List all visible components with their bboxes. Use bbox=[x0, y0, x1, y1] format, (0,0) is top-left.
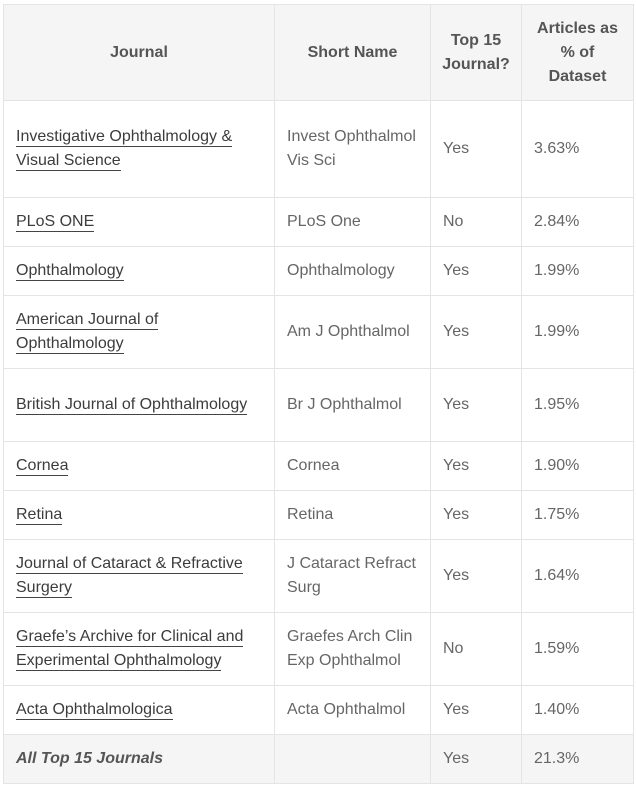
top15-cell: Yes bbox=[430, 490, 522, 540]
journal-cell: Acta Ophthalmologica bbox=[3, 685, 275, 735]
top15-cell: Yes bbox=[430, 685, 522, 735]
short-name-cell: Am J Ophthalmol bbox=[274, 295, 431, 369]
table-header-row: Journal Short Name Top 15 Journal? Artic… bbox=[3, 4, 634, 101]
top15-cell: Yes bbox=[430, 368, 522, 442]
journal-link[interactable]: Retina bbox=[16, 506, 63, 525]
journal-link[interactable]: Investigative Ophthalmology & Visual Sci… bbox=[16, 128, 233, 171]
table-row: PLoS ONE PLoS One No 2.84% bbox=[3, 197, 634, 247]
journal-link[interactable]: Graefe’s Archive for Clinical and Experi… bbox=[16, 628, 244, 671]
total-row: All Top 15 Journals Yes 21.3% bbox=[3, 734, 634, 784]
short-name-cell: Br J Ophthalmol bbox=[274, 368, 431, 442]
journal-cell: Investigative Ophthalmology & Visual Sci… bbox=[3, 100, 275, 198]
journal-table: Journal Short Name Top 15 Journal? Artic… bbox=[3, 4, 634, 784]
pct-cell: 3.63% bbox=[521, 100, 634, 198]
pct-cell: 1.90% bbox=[521, 441, 634, 491]
pct-cell: 1.64% bbox=[521, 539, 634, 613]
journal-cell: Journal of Cataract & Refractive Surgery bbox=[3, 539, 275, 613]
journal-link[interactable]: American Journal of Ophthalmology bbox=[16, 311, 159, 354]
total-top15: Yes bbox=[430, 734, 522, 784]
journal-cell: Retina bbox=[3, 490, 275, 540]
short-name-cell: Ophthalmology bbox=[274, 246, 431, 296]
journal-link[interactable]: Cornea bbox=[16, 457, 69, 476]
journal-link[interactable]: British Journal of Ophthalmology bbox=[16, 396, 248, 415]
total-label: All Top 15 Journals bbox=[3, 734, 275, 784]
top15-cell: Yes bbox=[430, 100, 522, 198]
journal-link[interactable]: PLoS ONE bbox=[16, 213, 95, 232]
journal-cell: British Journal of Ophthalmology bbox=[3, 368, 275, 442]
top15-cell: No bbox=[430, 612, 522, 686]
short-name-cell: Graefes Arch Clin Exp Ophthalmol bbox=[274, 612, 431, 686]
journal-cell: American Journal of Ophthalmology bbox=[3, 295, 275, 369]
pct-cell: 1.99% bbox=[521, 246, 634, 296]
top15-cell: Yes bbox=[430, 539, 522, 613]
short-name-cell: J Cataract Refract Surg bbox=[274, 539, 431, 613]
top15-cell: Yes bbox=[430, 441, 522, 491]
table-row: Acta Ophthalmologica Acta Ophthalmol Yes… bbox=[3, 685, 634, 735]
journal-cell: Graefe’s Archive for Clinical and Experi… bbox=[3, 612, 275, 686]
table-row: Graefe’s Archive for Clinical and Experi… bbox=[3, 612, 634, 686]
top15-cell: Yes bbox=[430, 246, 522, 296]
short-name-cell: Acta Ophthalmol bbox=[274, 685, 431, 735]
journal-cell: Cornea bbox=[3, 441, 275, 491]
short-name-cell: PLoS One bbox=[274, 197, 431, 247]
pct-cell: 1.95% bbox=[521, 368, 634, 442]
journal-cell: PLoS ONE bbox=[3, 197, 275, 247]
pct-cell: 1.99% bbox=[521, 295, 634, 369]
short-name-cell: Invest Ophthalmol Vis Sci bbox=[274, 100, 431, 198]
table-row: Cornea Cornea Yes 1.90% bbox=[3, 441, 634, 491]
pct-cell: 2.84% bbox=[521, 197, 634, 247]
pct-cell: 1.75% bbox=[521, 490, 634, 540]
top15-cell: Yes bbox=[430, 295, 522, 369]
table-row: Journal of Cataract & Refractive Surgery… bbox=[3, 539, 634, 613]
table-row: Investigative Ophthalmology & Visual Sci… bbox=[3, 100, 634, 198]
total-short-name bbox=[274, 734, 431, 784]
header-journal: Journal bbox=[3, 4, 275, 101]
short-name-cell: Retina bbox=[274, 490, 431, 540]
table-row: American Journal of Ophthalmology Am J O… bbox=[3, 295, 634, 369]
table-row: Ophthalmology Ophthalmology Yes 1.99% bbox=[3, 246, 634, 296]
journal-link[interactable]: Acta Ophthalmologica bbox=[16, 701, 173, 720]
top15-cell: No bbox=[430, 197, 522, 247]
journal-link[interactable]: Ophthalmology bbox=[16, 262, 124, 281]
journal-cell: Ophthalmology bbox=[3, 246, 275, 296]
pct-cell: 1.40% bbox=[521, 685, 634, 735]
journal-link[interactable]: Journal of Cataract & Refractive Surgery bbox=[16, 555, 243, 598]
header-articles-pct: Articles as % of Dataset bbox=[521, 4, 634, 101]
short-name-cell: Cornea bbox=[274, 441, 431, 491]
total-pct: 21.3% bbox=[521, 734, 634, 784]
header-top15: Top 15 Journal? bbox=[430, 4, 522, 101]
table-row: British Journal of Ophthalmology Br J Op… bbox=[3, 368, 634, 442]
journal-table-container: Journal Short Name Top 15 Journal? Artic… bbox=[3, 4, 634, 784]
pct-cell: 1.59% bbox=[521, 612, 634, 686]
table-row: Retina Retina Yes 1.75% bbox=[3, 490, 634, 540]
header-short-name: Short Name bbox=[274, 4, 431, 101]
